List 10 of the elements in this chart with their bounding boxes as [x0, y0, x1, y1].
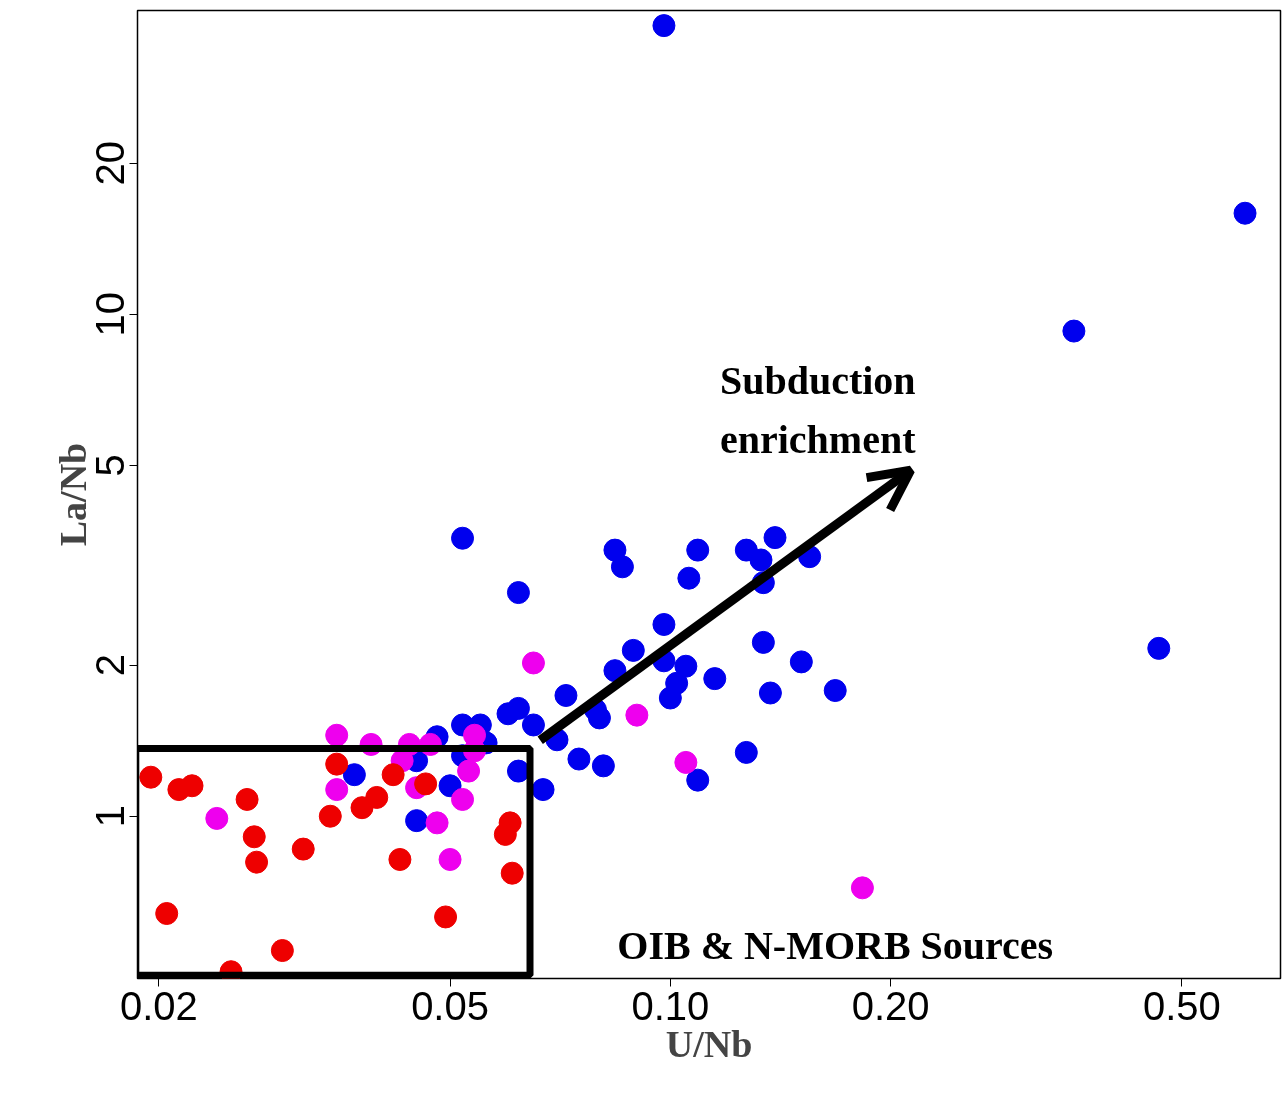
- annotation: OIB & N-MORB Sources: [617, 922, 1054, 968]
- y-tick-label: 20: [88, 140, 133, 186]
- y-tick-label: 2: [88, 654, 133, 677]
- x-tick-label: 0.20: [851, 983, 930, 1028]
- x-tick-label: 0.50: [1142, 983, 1221, 1028]
- y-tick-label: 10: [88, 292, 133, 337]
- x-tick-label: 0.02: [119, 983, 198, 1028]
- annotation: Subduction enrichment: [719, 358, 917, 462]
- x-tick-label: 0.05: [411, 983, 489, 1028]
- y-tick-label: 1: [88, 805, 133, 828]
